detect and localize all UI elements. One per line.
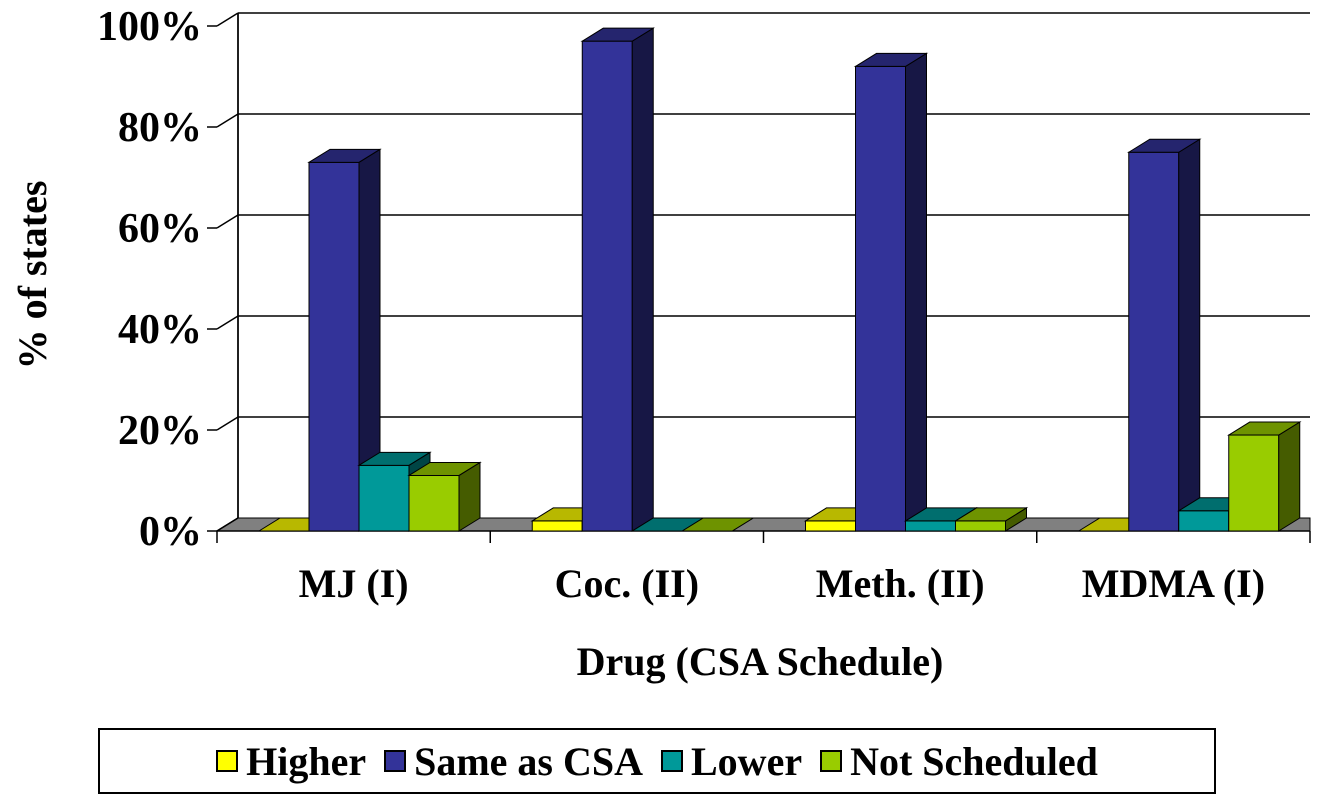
bar-top	[307, 148, 382, 163]
bar-top	[357, 451, 432, 466]
legend-item: Lower	[661, 738, 802, 785]
bar-side	[631, 27, 654, 532]
bar-side	[1278, 421, 1301, 532]
bar	[953, 507, 1029, 532]
legend-swatch	[820, 750, 843, 772]
legend-label: Higher	[246, 738, 367, 784]
legend: Higher Same as CSA Lower Not Scheduled	[98, 728, 1216, 794]
legend-swatch	[661, 750, 683, 772]
bar-front	[805, 520, 856, 532]
labels: 0% 20% 40% 60% 80% 100% MJ (I) Coc. (II) Meth. (…	[97, 4, 1265, 606]
y-tick-label: 60%	[118, 206, 202, 252]
x-axis-label: Drug (CSA Schedule)	[577, 639, 944, 684]
legend-item: Same as CSA	[384, 738, 643, 785]
y-tick-label: 100%	[97, 4, 202, 50]
bar-top	[1226, 421, 1302, 436]
x-tick-label: MDMA (I)	[1082, 561, 1265, 606]
bars	[257, 27, 1302, 532]
bar-front	[308, 161, 360, 532]
bar	[1126, 138, 1202, 532]
bar-side	[905, 52, 927, 532]
legend-label: Same as CSA	[414, 738, 643, 784]
bar-front	[1228, 434, 1280, 532]
gridline-side	[216, 113, 239, 128]
bar	[1226, 421, 1302, 532]
bar	[580, 27, 656, 532]
x-tick-label: Meth. (II)	[816, 561, 985, 606]
y-tick-label: 0%	[139, 509, 202, 555]
bar-side	[1178, 138, 1201, 532]
legend-label: Lower	[691, 738, 803, 784]
bar-top	[407, 461, 482, 476]
bar-front	[581, 40, 633, 532]
legend-label: Not Scheduled	[850, 738, 1098, 784]
y-axis-label: % of states	[10, 181, 55, 370]
bar	[407, 461, 482, 532]
legend-item: Higher	[216, 738, 366, 785]
bar-top	[580, 27, 656, 42]
x-tick-label: MJ (I)	[299, 561, 409, 606]
bar-top	[853, 52, 929, 67]
y-axis-base	[216, 517, 239, 532]
bar-front	[1128, 151, 1180, 532]
bar-top	[680, 517, 756, 532]
bar-front	[408, 474, 460, 532]
bar-front	[855, 65, 906, 532]
bar-top	[1126, 138, 1202, 153]
bar-front	[905, 520, 956, 532]
gridline-side	[216, 214, 239, 229]
legend-item: Not Scheduled	[820, 738, 1098, 785]
y-tick-label: 20%	[118, 408, 202, 454]
bar	[853, 52, 929, 532]
y-tick-label: 80%	[118, 105, 202, 151]
gridline-side	[216, 12, 239, 27]
gridline-side	[216, 416, 239, 431]
legend-swatch	[384, 750, 407, 772]
bar-front	[358, 464, 410, 532]
gridline-side	[216, 315, 239, 330]
x-tick-label: Coc. (II)	[555, 561, 699, 606]
y-tick-label: 40%	[118, 307, 202, 353]
legend-swatch	[216, 750, 239, 772]
bar-front	[1178, 510, 1230, 532]
bar-front	[531, 520, 583, 532]
bar	[680, 517, 756, 532]
bar-front	[955, 520, 1006, 532]
bar-top	[953, 507, 1029, 522]
